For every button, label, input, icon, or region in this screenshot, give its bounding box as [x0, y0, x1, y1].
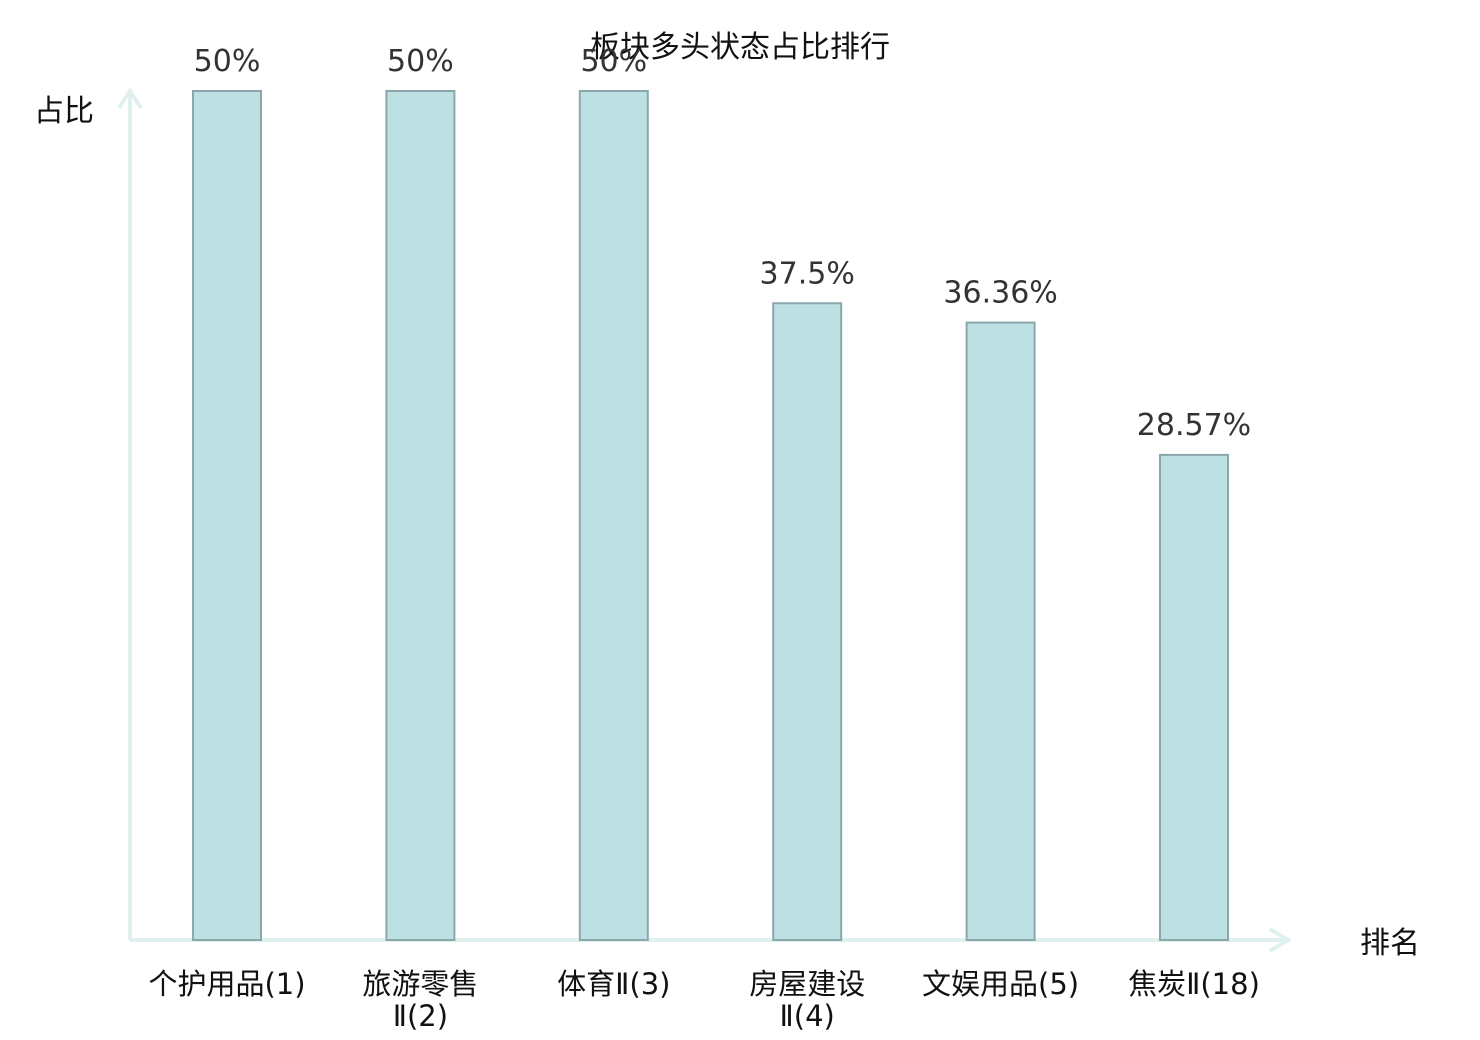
x-axis-arrow	[1268, 927, 1292, 953]
value-label-4: 37.5%	[760, 256, 855, 291]
bar-1	[192, 90, 262, 941]
axes: 占比 排名	[34, 87, 1420, 961]
value-labels: 50% 50% 50% 37.5% 36.36% 28.57%	[194, 44, 1252, 443]
value-label-5: 36.36%	[943, 276, 1057, 311]
bar-3	[578, 90, 649, 941]
bars	[192, 90, 1229, 942]
y-axis-arrow	[117, 87, 143, 110]
category-label-4: 房屋建设 Ⅱ(4)	[749, 967, 865, 1033]
category-label-6: 焦炭Ⅱ(18)	[1128, 967, 1260, 1001]
category-label-5: 文娱用品(5)	[922, 967, 1079, 1001]
category-labels: 个护用品(1) 旅游零售 Ⅱ(2) 体育Ⅱ(3) 房屋建设 Ⅱ(4) 文娱用品(5) 焦炭Ⅱ(…	[148, 967, 1259, 1033]
bar-4	[772, 302, 843, 941]
category-label-3: 体育Ⅱ(3)	[557, 967, 670, 1001]
x-axis-label: 排名	[1360, 926, 1420, 961]
bar-5	[965, 321, 1036, 942]
value-label-3: 50%	[580, 44, 647, 79]
category-label-line: 体育Ⅱ(3)	[557, 967, 670, 1001]
category-label-line: 焦炭Ⅱ(18)	[1128, 967, 1260, 1001]
category-label-line: Ⅱ(2)	[393, 999, 448, 1033]
category-label-line: 房屋建设	[749, 967, 865, 1001]
category-label-line: Ⅱ(4)	[780, 999, 835, 1033]
value-label-1: 50%	[194, 44, 261, 79]
category-label-line: 文娱用品(5)	[922, 967, 1079, 1001]
bar-6	[1159, 453, 1229, 941]
value-label-6: 28.57%	[1137, 408, 1251, 443]
category-label-line: 旅游零售	[362, 967, 478, 1001]
bar-2	[385, 90, 456, 941]
chart-title: 板块多头状态占比排行	[590, 30, 890, 65]
y-axis-label: 占比	[34, 94, 94, 129]
category-label-line: 个护用品(1)	[148, 967, 305, 1001]
category-label-2: 旅游零售 Ⅱ(2)	[362, 967, 478, 1033]
category-label-1: 个护用品(1)	[148, 967, 305, 1001]
value-label-2: 50%	[387, 44, 454, 79]
